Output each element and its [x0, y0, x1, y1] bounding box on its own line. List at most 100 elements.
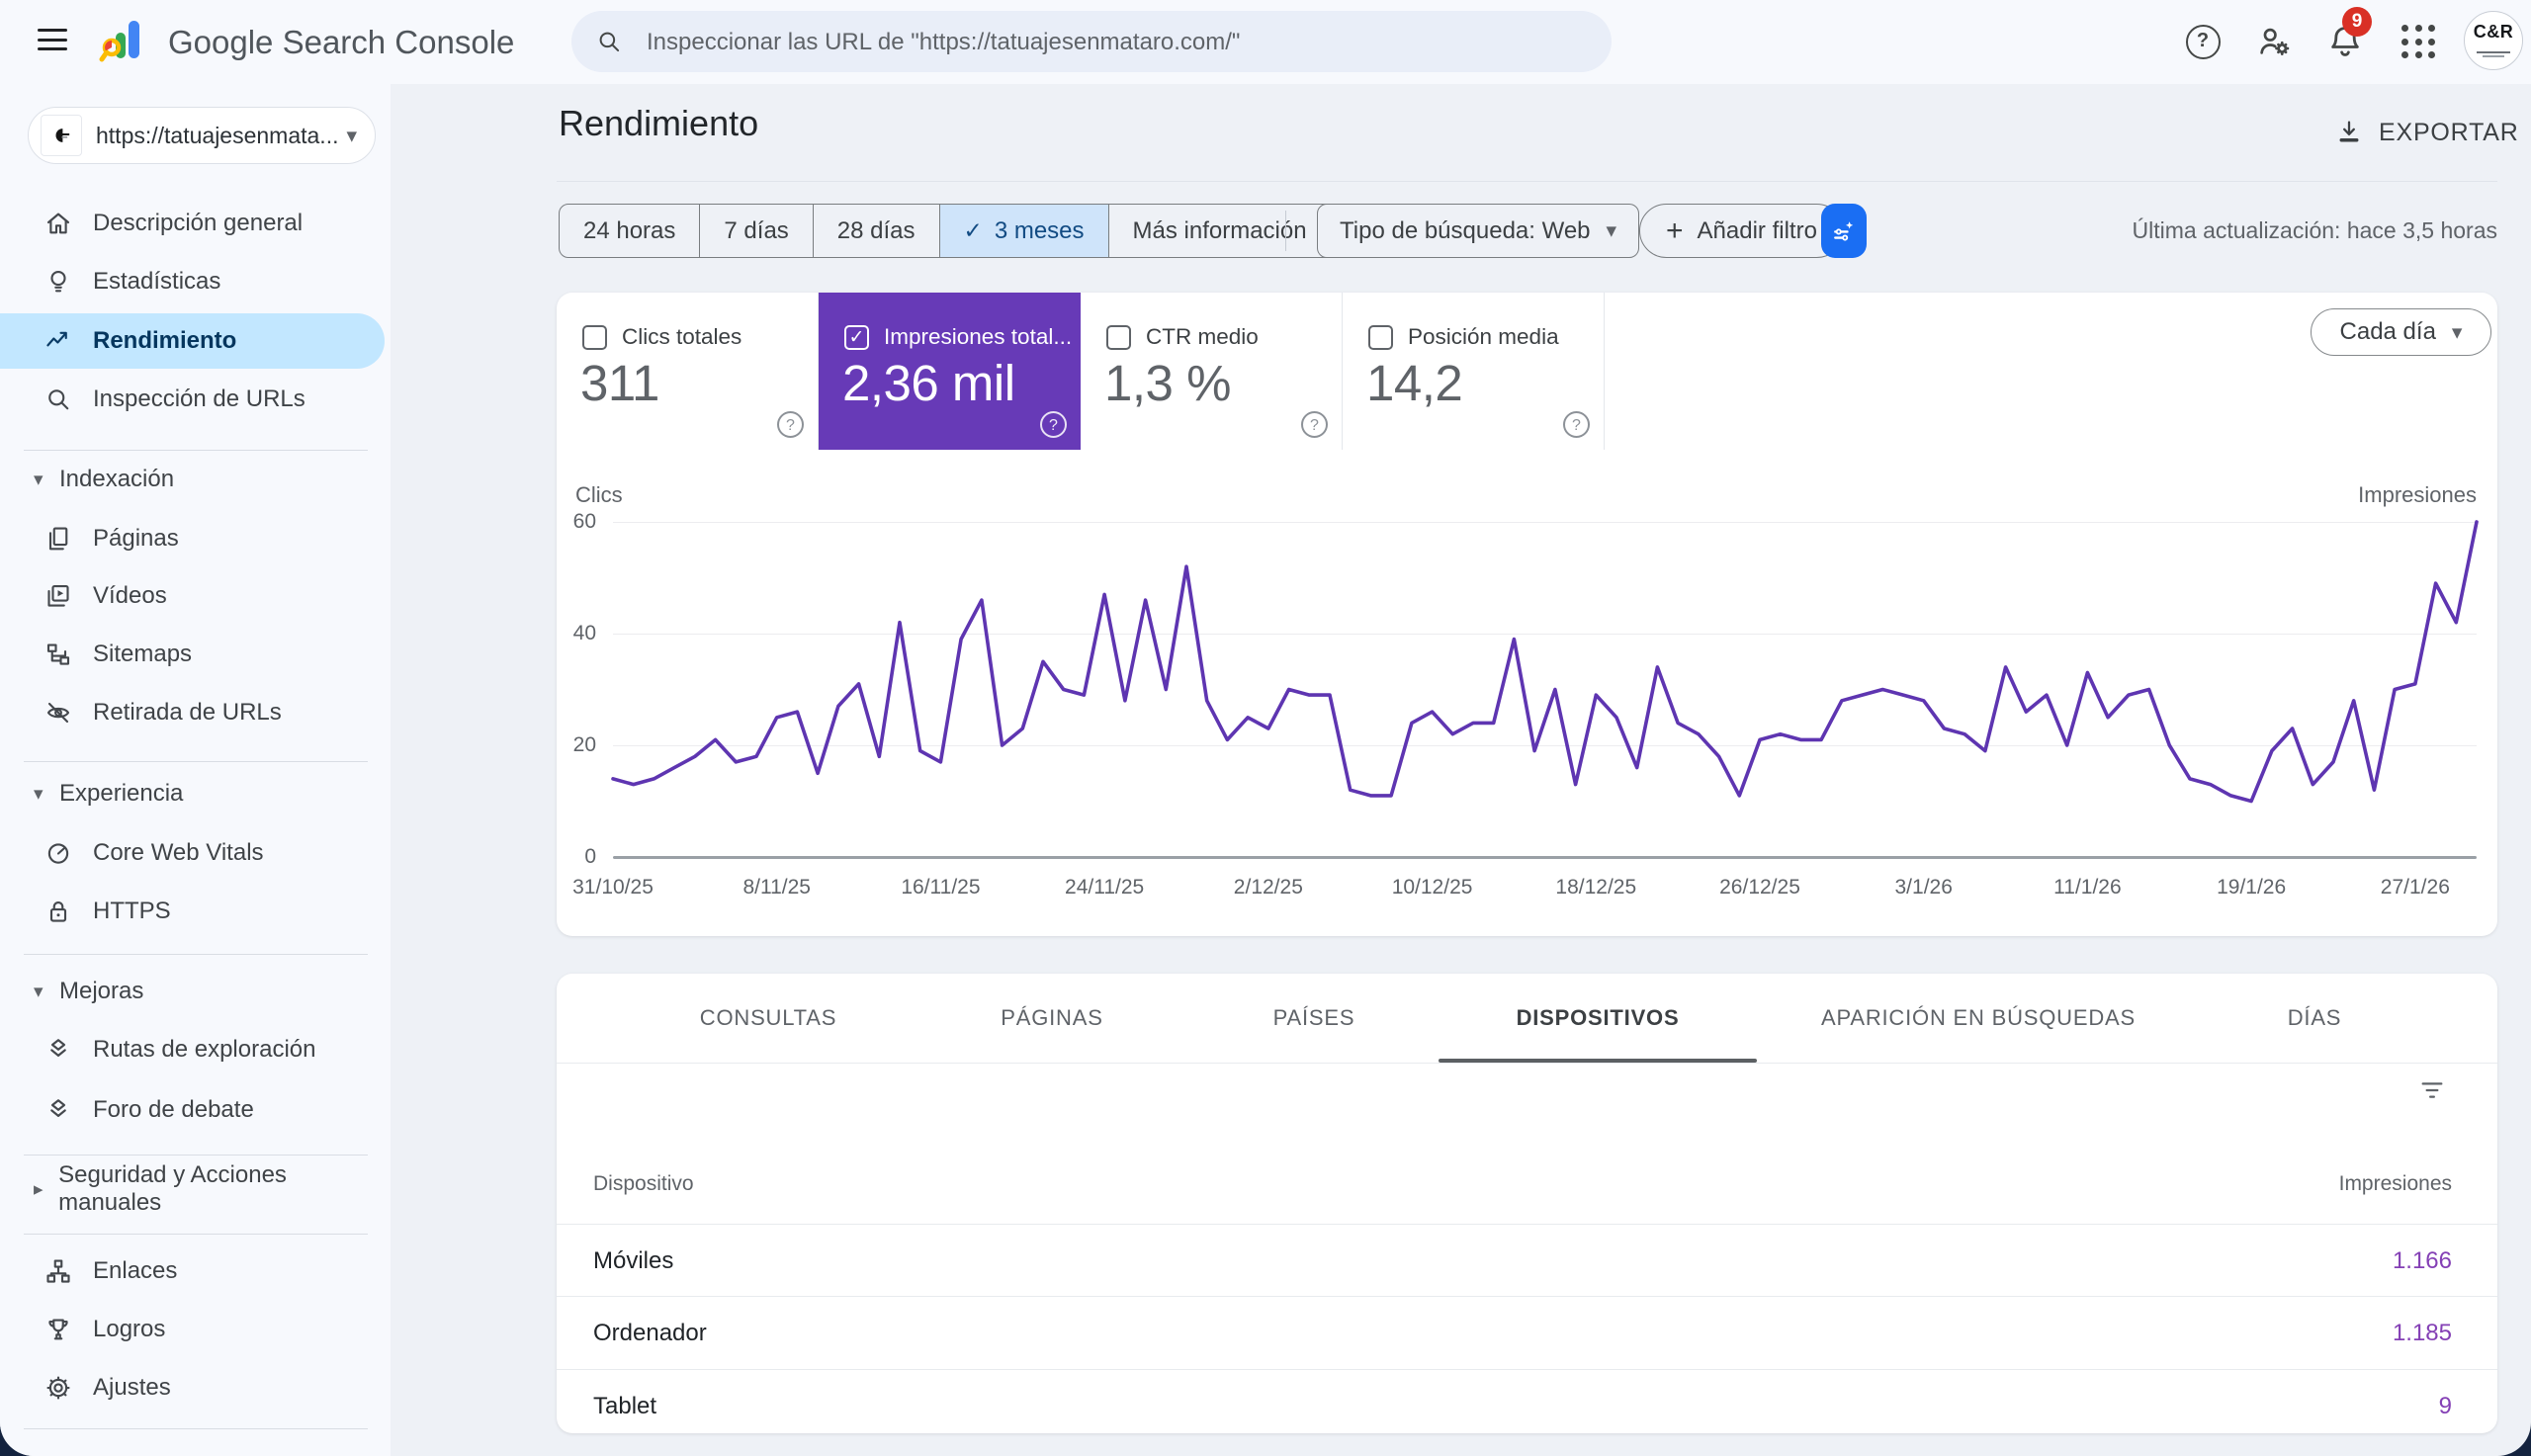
- checked-checkbox[interactable]: ✓: [844, 325, 869, 350]
- sidebar-item-estadisticas[interactable]: Estadísticas: [0, 254, 385, 309]
- sidebar-section-seguridad-y-acciones-manuales[interactable]: ▸Seguridad y Acciones manuales: [0, 1165, 385, 1213]
- tab-dispositivos[interactable]: DISPOSITIVOS: [1517, 974, 1680, 1063]
- notification-count-badge: 9: [2342, 7, 2372, 37]
- column-header-device: Dispositivo: [593, 1172, 694, 1196]
- column-header-impressions: Impresiones: [2339, 1172, 2452, 1196]
- impressions-line-series[interactable]: [613, 505, 2477, 871]
- check-icon: ✓: [964, 217, 983, 244]
- tab-consultas[interactable]: CONSULTAS: [700, 974, 836, 1063]
- x-axis-tick: 31/10/25: [572, 876, 654, 899]
- unchecked-checkbox[interactable]: [1368, 325, 1393, 350]
- sidebar-section-mejoras[interactable]: ▾Mejoras: [0, 968, 385, 1015]
- layers-icon: [44, 1035, 73, 1065]
- table-row-moviles[interactable]: Móviles 1.166: [557, 1224, 2497, 1297]
- menu-icon[interactable]: [38, 29, 67, 54]
- sidebar-item-enlaces[interactable]: Enlaces: [0, 1243, 385, 1299]
- date-chip-24-horas[interactable]: 24 horas: [560, 205, 700, 257]
- google-apps-grid-icon[interactable]: [2397, 20, 2440, 63]
- sidebar-item-foro-de-debate[interactable]: Foro de debate: [0, 1082, 385, 1138]
- performance-chart-card: Clics totales311?✓Impresiones total...2,…: [557, 293, 2497, 936]
- dimensions-table-card: CONSULTAS PÁGINAS PAÍSES DISPOSITIVOS APARIC…: [557, 974, 2497, 1433]
- last-update-text: Última actualización: hace 3,5 horas: [1938, 204, 2497, 258]
- plus-icon: +: [1666, 214, 1684, 248]
- impressions-cell[interactable]: 9: [2439, 1393, 2452, 1420]
- layers-icon: [44, 1095, 73, 1125]
- x-axis-tick: 27/1/26: [2381, 876, 2450, 899]
- help-icon[interactable]: ?: [1563, 411, 1590, 438]
- sidebar-section-experiencia[interactable]: ▾Experiencia: [0, 770, 385, 817]
- manage-users-icon[interactable]: [2252, 20, 2296, 63]
- sidebar-item-sitemaps[interactable]: Sitemaps: [0, 627, 385, 682]
- help-icon[interactable]: ?: [2181, 20, 2225, 63]
- tab-paises[interactable]: PAÍSES: [1273, 974, 1355, 1063]
- account-avatar[interactable]: C&R: [2464, 11, 2523, 70]
- sidebar-divider: [24, 954, 368, 955]
- x-axis-tick: 3/1/26: [1895, 876, 1953, 899]
- sidebar-item-videos[interactable]: Vídeos: [0, 568, 385, 624]
- page-title: Rendimiento: [559, 103, 758, 144]
- sidebar-item-rutas-de-exploracion[interactable]: Rutas de exploración: [0, 1022, 385, 1077]
- tab-dias[interactable]: DÍAS: [2288, 974, 2342, 1063]
- chevron-right-icon: ▸: [34, 1178, 58, 1201]
- sidebar-divider: [24, 1155, 368, 1156]
- help-icon[interactable]: ?: [777, 411, 804, 438]
- url-inspection-input[interactable]: [645, 11, 1578, 74]
- impressions-cell[interactable]: 1.166: [2393, 1247, 2452, 1275]
- metric-card-clics-totales[interactable]: Clics totales311?: [557, 293, 819, 450]
- export-button[interactable]: EXPORTAR: [2333, 117, 2519, 148]
- sliders-sparkle-icon: [1830, 216, 1858, 246]
- sidebar-divider: [24, 450, 368, 451]
- metric-card-ctr-medio[interactable]: CTR medio1,3 %?: [1081, 293, 1343, 450]
- chevron-down-icon: ▾: [34, 981, 59, 1003]
- date-chip-28-dias[interactable]: 28 días: [814, 205, 940, 257]
- sidebar-section-indexacion[interactable]: ▾Indexación: [0, 456, 385, 503]
- sidebar-item-core-web-vitals[interactable]: Core Web Vitals: [0, 825, 385, 881]
- sidebar-item-retirada-de-urls[interactable]: Retirada de URLs: [0, 685, 385, 740]
- search-icon: [44, 385, 73, 414]
- sidebar-item-descripcion-general[interactable]: Descripción general: [0, 196, 385, 251]
- search-icon: [595, 28, 623, 55]
- chevron-down-icon: ▾: [34, 469, 59, 491]
- unchecked-checkbox[interactable]: [582, 325, 607, 350]
- table-row-ordenador[interactable]: Ordenador1.185: [557, 1296, 2497, 1369]
- tab-aparicion-en-busquedas[interactable]: APARICIÓN EN BÚSQUEDAS: [1821, 974, 2136, 1063]
- eye-off-icon: [44, 698, 73, 728]
- table-row-tablet[interactable]: Tablet9: [557, 1369, 2497, 1433]
- search-type-filter[interactable]: Tipo de búsqueda: Web▾: [1317, 204, 1639, 258]
- property-favicon: [41, 115, 82, 156]
- sidebar-item-ajustes[interactable]: Ajustes: [0, 1360, 385, 1415]
- y-axis-tick: 60: [557, 510, 596, 534]
- url-inspection-searchbar[interactable]: [571, 11, 1612, 72]
- metric-card-posicion-media[interactable]: Posición media14,2?: [1343, 293, 1605, 450]
- metric-value: 1,3 %: [1104, 354, 1231, 412]
- lock-icon: [44, 897, 73, 926]
- property-url: https://tatuajesenmata...: [96, 123, 338, 149]
- add-filter-button[interactable]: +Añadir filtro: [1639, 204, 1844, 258]
- sidebar-item-rendimiento[interactable]: Rendimiento: [0, 313, 385, 369]
- filter-settings-button[interactable]: [1821, 204, 1867, 258]
- date-chip-7-dias[interactable]: 7 días: [700, 205, 813, 257]
- x-axis-tick: 16/11/25: [901, 876, 980, 899]
- metric-card-impresiones-total[interactable]: ✓Impresiones total...2,36 mil?: [819, 293, 1081, 450]
- tab-paginas[interactable]: PÁGINAS: [1001, 974, 1102, 1063]
- sidebar-divider: [24, 761, 368, 762]
- help-icon[interactable]: ?: [1040, 411, 1067, 438]
- sidebar-item-paginas[interactable]: Páginas: [0, 511, 385, 566]
- device-cell: Móviles: [593, 1247, 673, 1275]
- metric-value: 14,2: [1366, 354, 1462, 412]
- property-selector[interactable]: https://tatuajesenmata... ▾: [28, 107, 376, 164]
- help-icon[interactable]: ?: [1301, 411, 1328, 438]
- granularity-dropdown[interactable]: Cada día▾: [2311, 308, 2491, 356]
- unchecked-checkbox[interactable]: [1106, 325, 1131, 350]
- date-chip-3-meses[interactable]: ✓3 meses: [940, 205, 1109, 257]
- sidebar-item-https[interactable]: HTTPS: [0, 884, 385, 939]
- sidebar-divider: [24, 1234, 368, 1235]
- impressions-cell[interactable]: 1.185: [2393, 1320, 2452, 1347]
- trending-icon: [44, 326, 73, 356]
- filter-list-icon[interactable]: [2416, 1074, 2448, 1106]
- sidebar-item-inspeccion-de-urls[interactable]: Inspección de URLs: [0, 372, 385, 427]
- sidebar: https://tatuajesenmata... ▾ Descripción …: [0, 84, 391, 1456]
- sidebar-item-logros[interactable]: Logros: [0, 1302, 385, 1357]
- metric-value: 311: [580, 354, 659, 412]
- gauge-icon: [44, 838, 73, 868]
